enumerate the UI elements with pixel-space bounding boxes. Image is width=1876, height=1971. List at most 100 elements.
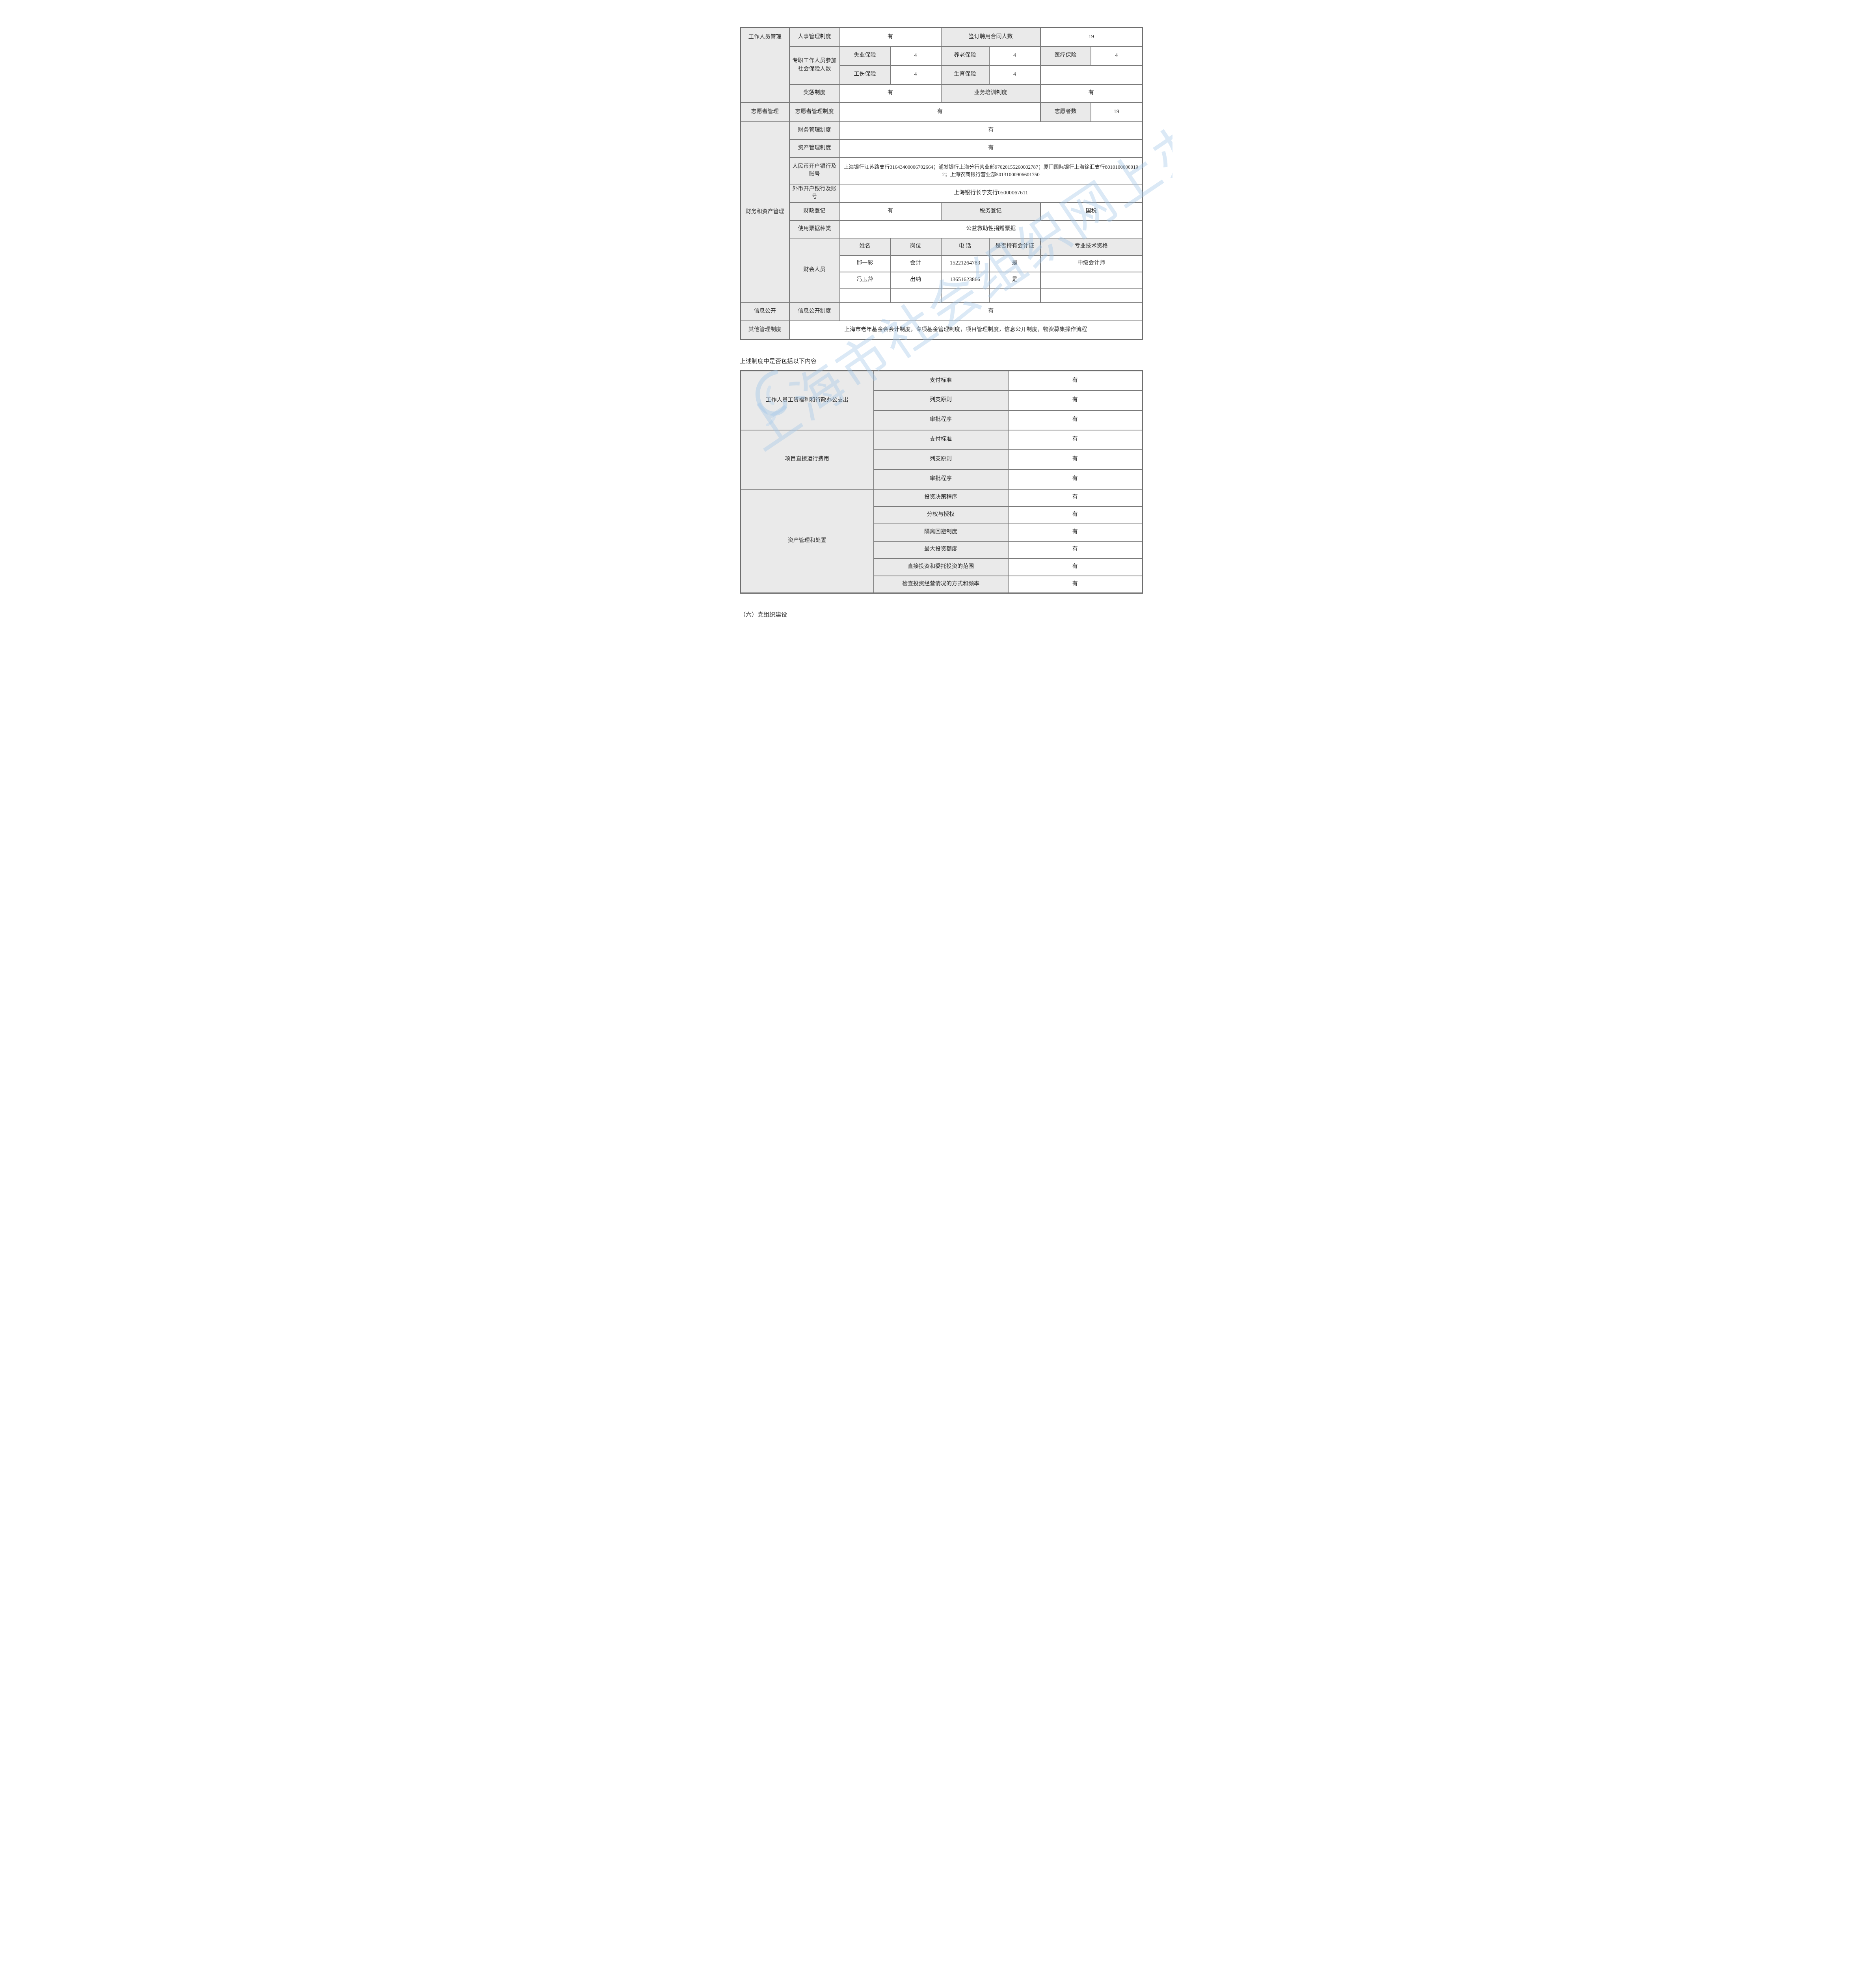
staff-certificate <box>988 287 1041 303</box>
staff-row: 邱一彩 会计 15221264783 是 中级会计师 <box>741 255 1143 272</box>
section-header-info-disclosure: 信息公开 <box>740 302 790 321</box>
checklist-item: 最大投资额度 <box>873 540 1009 559</box>
management-table: 工作人员管理 人事管理制度 有 签订聘用合同人数 19 专职工作人员参加社会保险… <box>740 27 1143 340</box>
staff-col-position: 岗位 <box>890 237 942 256</box>
hr-policy-label: 人事管理制度 <box>789 27 840 47</box>
maternity-insurance-value: 4 <box>988 65 1041 85</box>
fx-bank-value: 上海银行长宁支行05000067611 <box>839 183 1143 203</box>
staff-name: 冯玉萍 <box>839 271 891 289</box>
finance-policy-value: 有 <box>839 121 1143 140</box>
checklist-item: 支付标准 <box>873 370 1009 391</box>
checklist-value: 有 <box>1007 523 1143 542</box>
section-header-volunteer: 志愿者管理 <box>740 102 790 122</box>
tax-registration-label: 税务登记 <box>940 202 1041 221</box>
staff-name <box>839 287 891 303</box>
staff-certificate: 是 <box>988 255 1041 272</box>
other-policies-value: 上海市老年基金会会计制度，专项基金管理制度，项目管理制度，信息公开制度，物资募集… <box>789 320 1143 340</box>
checklist-item: 隔离回避制度 <box>873 523 1009 542</box>
checklist-item: 分权与授权 <box>873 506 1009 524</box>
asset-policy-label: 资产管理制度 <box>789 139 840 158</box>
reward-policy-value: 有 <box>839 84 942 103</box>
group-label-staff-expense: 工作人员工资福利和行政办公支出 <box>740 370 874 430</box>
injury-insurance-label: 工伤保险 <box>839 65 891 85</box>
rmb-bank-label: 人民币开户银行及账号 <box>789 157 840 184</box>
checklist-item: 支付标准 <box>873 429 1009 450</box>
rmb-bank-value: 上海银行江苏路支行31643400006702664；浦发银行上海分行营业部97… <box>839 157 1143 184</box>
checklist-value: 有 <box>1007 506 1143 524</box>
tax-registration-value: 国税 <box>1040 202 1143 221</box>
group-label-project-cost: 项目直接运行费用 <box>740 429 874 490</box>
info-policy-value: 有 <box>839 302 1143 321</box>
staff-position: 会计 <box>890 255 942 272</box>
staff-certificate: 是 <box>988 271 1041 289</box>
staff-qualification <box>1040 271 1143 289</box>
staff-phone: 13651623866 <box>940 271 990 289</box>
unemployment-insurance-label: 失业保险 <box>839 46 891 66</box>
fiscal-registration-label: 财政登记 <box>789 202 840 221</box>
staff-col-qualification: 专业技术资格 <box>1040 237 1143 256</box>
section2-title: 上述制度中是否包括以下内容 <box>740 358 817 365</box>
checklist-value: 有 <box>1007 429 1143 450</box>
checklist-item: 审批程序 <box>873 469 1009 490</box>
section-header-other-policies: 其他管理制度 <box>740 320 790 340</box>
checklist-value: 有 <box>1007 469 1143 490</box>
volunteer-count-value: 19 <box>1090 102 1143 122</box>
party-building-heading: （六）党组织建设 <box>740 612 787 618</box>
checklist-value: 有 <box>1007 575 1143 594</box>
invoice-type-value: 公益救助性捐赠票据 <box>839 220 1143 238</box>
staff-position <box>890 287 942 303</box>
staff-row <box>741 287 1143 303</box>
unemployment-insurance-value: 4 <box>890 46 942 66</box>
checklist-value: 有 <box>1007 558 1143 576</box>
info-policy-label: 信息公开制度 <box>789 302 840 321</box>
finance-policy-label: 财务管理制度 <box>789 121 840 140</box>
staff-phone: 15221264783 <box>940 255 990 272</box>
fx-bank-label: 外币开户银行及账号 <box>789 183 840 203</box>
training-policy-value: 有 <box>1040 84 1143 103</box>
checklist-item: 列支原则 <box>873 449 1009 470</box>
staff-qualification: 中级会计师 <box>1040 255 1143 272</box>
hr-policy-value: 有 <box>839 27 942 47</box>
volunteer-count-label: 志愿者数 <box>1040 102 1091 122</box>
checklist-value: 有 <box>1007 449 1143 470</box>
checklist-item: 审批程序 <box>873 410 1009 430</box>
volunteer-policy-label: 志愿者管理制度 <box>789 102 840 122</box>
maternity-insurance-label: 生育保险 <box>940 65 990 85</box>
training-policy-label: 业务培训制度 <box>940 84 1041 103</box>
checklist-item: 直接投资和委托投资的范围 <box>873 558 1009 576</box>
injury-insurance-value: 4 <box>890 65 942 85</box>
checklist-item: 列支原则 <box>873 390 1009 411</box>
volunteer-policy-value: 有 <box>839 102 1041 122</box>
insurance-label: 专职工作人员参加社会保险人数 <box>789 46 840 85</box>
asset-policy-value: 有 <box>839 139 1143 158</box>
staff-name: 邱一彩 <box>839 255 891 272</box>
staff-phone <box>940 287 990 303</box>
reward-policy-label: 奖惩制度 <box>789 84 840 103</box>
checklist-value: 有 <box>1007 540 1143 559</box>
section-header-staff-mgmt: 工作人员管理 <box>740 27 790 103</box>
document-page: 工作人员管理 人事管理制度 有 签订聘用合同人数 19 专职工作人员参加社会保险… <box>704 0 1172 664</box>
checklist-value: 有 <box>1007 410 1143 430</box>
empty-cell <box>1040 65 1143 85</box>
checklist-value: 有 <box>1007 390 1143 411</box>
staff-row: 冯玉萍 出纳 13651623866 是 <box>741 271 1143 289</box>
fiscal-registration-value: 有 <box>839 202 942 221</box>
section-header-finance: 财务和资产管理 <box>740 121 790 303</box>
policy-contents-table: 工作人员工资福利和行政办公支出 支付标准 有 列支原则 有 审批程序 有 项目直… <box>740 370 1143 594</box>
staff-col-certificate: 是否持有会计证 <box>988 237 1041 256</box>
pension-insurance-value: 4 <box>988 46 1041 66</box>
invoice-type-label: 使用票据种类 <box>789 220 840 238</box>
staff-col-name: 姓名 <box>839 237 891 256</box>
checklist-value: 有 <box>1007 488 1143 507</box>
contract-count-label: 签订聘用合同人数 <box>940 27 1041 47</box>
group-label-asset-disposal: 资产管理和处置 <box>740 488 874 594</box>
pension-insurance-label: 养老保险 <box>940 46 990 66</box>
contract-count-value: 19 <box>1040 27 1143 47</box>
checklist-item: 检查投资经营情况的方式和频率 <box>873 575 1009 594</box>
medical-insurance-value: 4 <box>1090 46 1143 66</box>
checklist-item: 投资决策程序 <box>873 488 1009 507</box>
medical-insurance-label: 医疗保险 <box>1040 46 1091 66</box>
staff-col-phone: 电 话 <box>940 237 990 256</box>
checklist-value: 有 <box>1007 370 1143 391</box>
staff-qualification <box>1040 287 1143 303</box>
